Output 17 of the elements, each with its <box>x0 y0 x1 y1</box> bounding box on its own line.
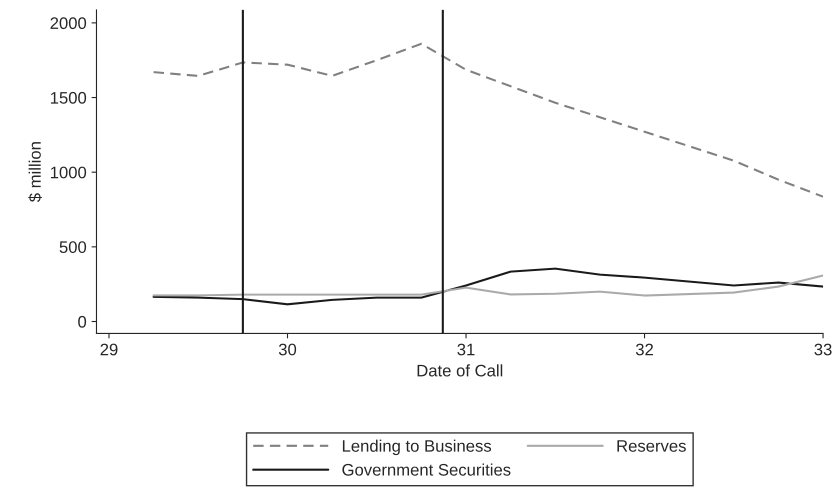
x-tick-label: 29 <box>100 344 118 356</box>
x-tick-label: 31 <box>457 344 474 356</box>
legend-label: Lending to Business <box>342 440 492 456</box>
x-axis-title: Date of Call <box>418 364 502 377</box>
x-tick-label: 32 <box>636 344 653 356</box>
y-tick-label: 500 <box>60 241 86 254</box>
x-tick-label: 30 <box>278 344 296 356</box>
legend-label: Government Securities <box>342 463 510 476</box>
y-axis-title: $ million <box>28 142 42 202</box>
y-tick-label: 0 <box>78 316 86 328</box>
y-tick-label: 1000 <box>50 166 86 178</box>
legend-label: Reserves <box>617 440 686 452</box>
x-tick-label: 33 <box>814 344 832 356</box>
y-tick-label: 2000 <box>50 17 86 30</box>
y-tick-label: 1500 <box>50 92 86 104</box>
line-series <box>152 42 824 198</box>
line-series <box>152 274 824 297</box>
